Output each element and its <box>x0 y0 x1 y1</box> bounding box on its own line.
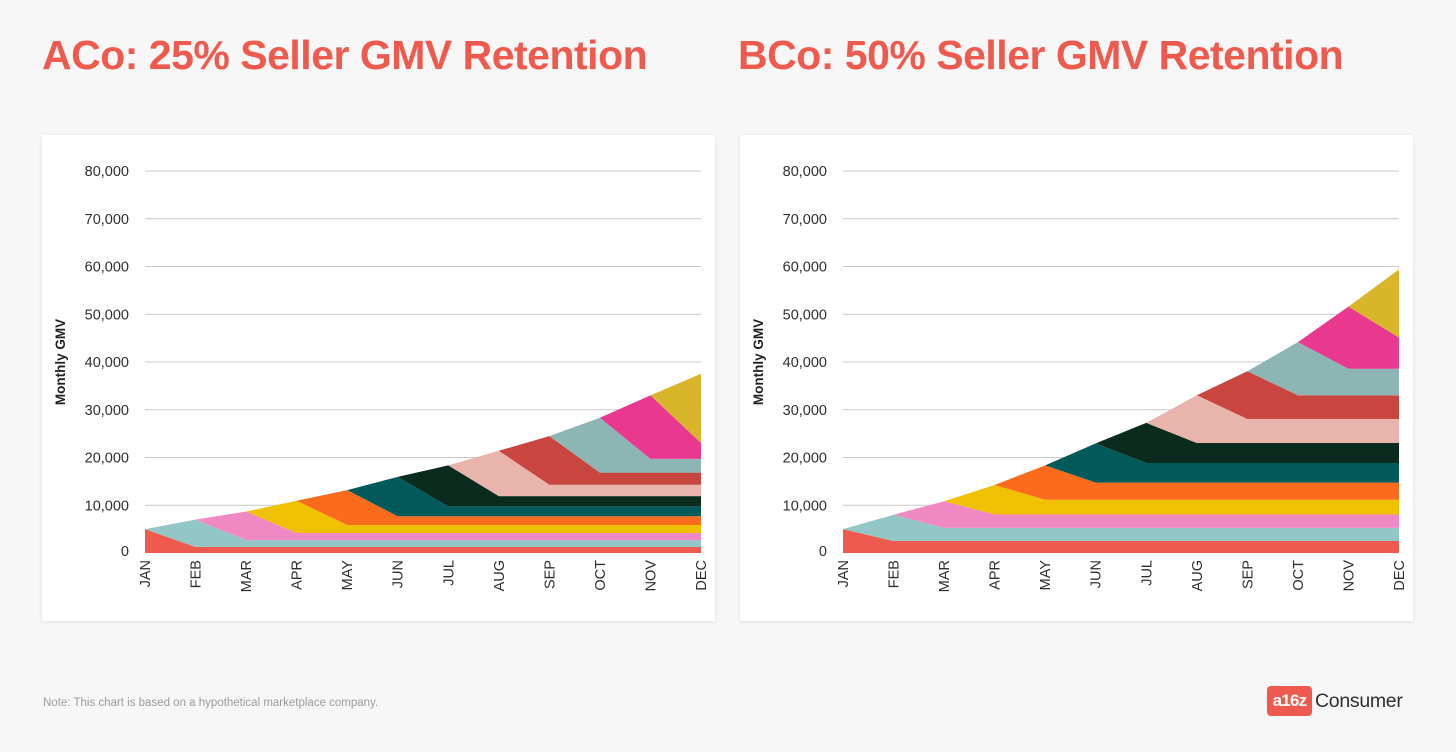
x-tick-label: JUL <box>441 560 457 586</box>
cohort-area-jan <box>843 529 1399 553</box>
x-tick-label: JUN <box>1089 560 1105 588</box>
x-tick-label: OCT <box>593 560 609 591</box>
y-tick-label: 10,000 <box>783 498 827 514</box>
y-tick-label: 0 <box>121 544 129 560</box>
x-tick-label: MAY <box>1038 560 1054 591</box>
cohort-area-feb <box>145 519 701 548</box>
chart-title-aco: ACo: 25% Seller GMV Retention <box>42 32 648 78</box>
y-tick-label: 30,000 <box>85 403 129 419</box>
cohort-area-jul <box>1095 422 1399 463</box>
x-tick-label: JUL <box>1139 560 1155 586</box>
cohort-area-nov <box>599 395 701 459</box>
y-tick-label: 40,000 <box>85 355 129 371</box>
cohort-area-jul <box>397 465 701 507</box>
y-tick-label: 30,000 <box>783 403 827 419</box>
y-tick-label: 0 <box>819 544 827 560</box>
y-tick-label: 70,000 <box>85 212 129 228</box>
chart-card-aco: 0 10,000 20,000 30,000 40,000 50,000 60,000 70,… <box>42 135 715 621</box>
chart-card-bco: 0 10,000 20,000 30,000 40,000 50,000 60,000 70,… <box>740 135 1413 621</box>
x-tick-label: NOV <box>1341 560 1357 592</box>
x-tick-label: MAR <box>239 560 255 592</box>
chart-bco-svg: 0 10,000 20,000 30,000 40,000 50,000 60,000 70,… <box>751 164 1408 592</box>
y-tick-label: 80,000 <box>783 164 827 180</box>
y-axis-label: Monthly GMV <box>751 319 766 405</box>
x-tick-label: JAN <box>138 560 154 587</box>
cohort-area-sep <box>498 436 701 485</box>
chart-title-bco: BCo: 50% Seller GMV Retention <box>738 32 1344 78</box>
y-tick-label: 50,000 <box>783 307 827 323</box>
cohort-area-jan <box>145 529 701 553</box>
x-tick-label: NOV <box>643 560 659 592</box>
cohort-area-nov <box>1297 306 1399 369</box>
y-tick-label: 70,000 <box>783 212 827 228</box>
y-tick-label: 10,000 <box>85 498 129 514</box>
cohort-area-oct <box>549 417 701 473</box>
a16z-logo-word: Consumer <box>1315 689 1403 712</box>
cohort-area-oct <box>1247 342 1399 396</box>
x-tick-label: APR <box>988 560 1004 590</box>
y-tick-label: 20,000 <box>85 451 129 467</box>
x-tick-label: MAR <box>937 560 953 592</box>
x-tick-label: FEB <box>887 560 903 588</box>
x-tick-label: AUG <box>492 560 508 591</box>
cohort-area-aug <box>1146 395 1399 443</box>
y-axis-label: Monthly GMV <box>53 319 68 405</box>
x-tick-label: DEC <box>1392 560 1408 591</box>
cohort-area-apr <box>246 500 701 533</box>
cohort-area-may <box>296 490 701 525</box>
a16z-consumer-logo: a16z Consumer <box>1267 686 1403 716</box>
y-tick-label: 60,000 <box>85 260 129 276</box>
x-tick-label: FEB <box>189 560 205 588</box>
y-tick-label: 20,000 <box>783 451 827 467</box>
x-tick-label: OCT <box>1291 560 1307 591</box>
y-tick-label: 60,000 <box>783 260 827 276</box>
x-tick-label: AUG <box>1190 560 1206 591</box>
chart-aco-svg: 0 10,000 20,000 30,000 40,000 50,000 60,000 70,… <box>53 164 710 592</box>
cohort-area-sep <box>1196 371 1399 420</box>
x-tick-label: APR <box>290 560 306 590</box>
y-tick-label: 50,000 <box>85 307 129 323</box>
footnote: Note: This chart is based on a hypotheti… <box>43 697 379 709</box>
cohort-area-jun <box>347 476 701 517</box>
x-tick-label: JAN <box>836 560 852 587</box>
y-tick-label: 80,000 <box>85 164 129 180</box>
a16z-logo-mark: a16z <box>1267 686 1312 716</box>
cohort-area-dec <box>650 373 701 443</box>
cohort-area-mar <box>195 511 702 541</box>
x-tick-label: JUN <box>391 560 407 588</box>
y-tick-label: 40,000 <box>783 355 827 371</box>
x-tick-label: SEP <box>1240 560 1256 589</box>
cohort-area-dec <box>1348 269 1399 338</box>
x-tick-label: MAY <box>340 560 356 591</box>
x-tick-label: SEP <box>542 560 558 589</box>
x-tick-label: DEC <box>694 560 710 591</box>
